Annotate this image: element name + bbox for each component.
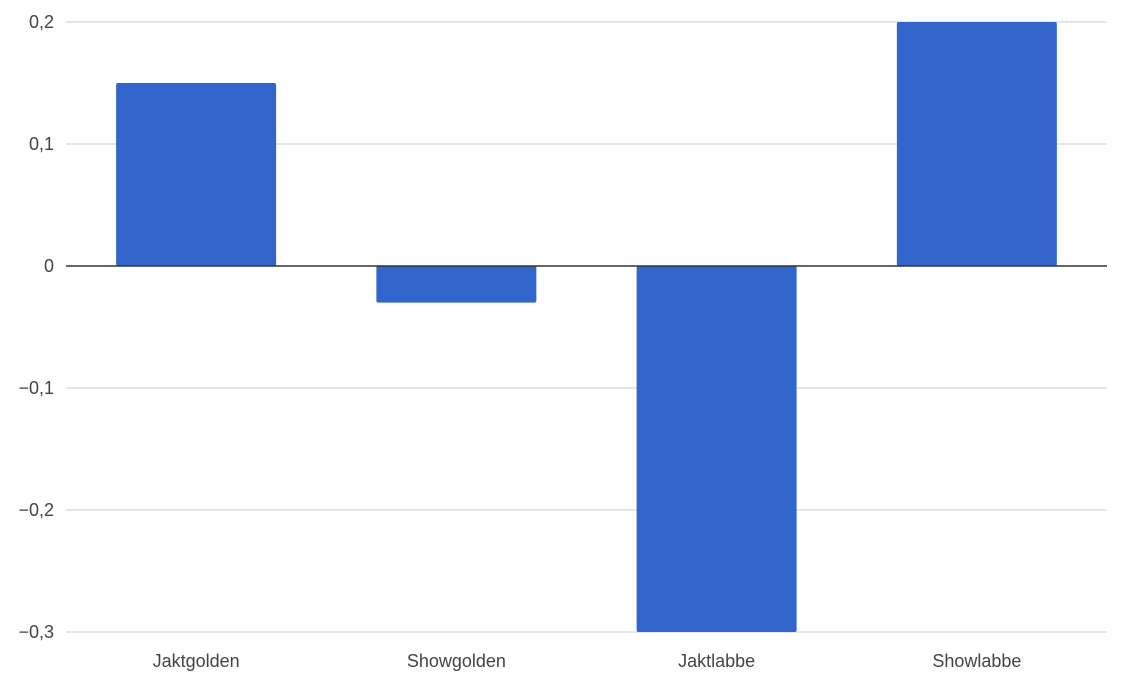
y-tick-label: 0,1 (29, 134, 54, 154)
y-tick-label: −0,3 (18, 622, 54, 642)
bar-jaktgolden[interactable] (116, 83, 277, 266)
x-axis-categories: Jaktgolden Showgolden Jaktlabbe Showlabbe (153, 651, 1022, 671)
y-tick-label: 0 (44, 256, 54, 276)
x-category-label: Jaktlabbe (678, 651, 755, 671)
x-category-label: Showlabbe (932, 651, 1021, 671)
y-axis-ticks: 0,2 0,1 0 −0,1 −0,2 −0,3 (18, 12, 54, 642)
y-tick-label: 0,2 (29, 12, 54, 32)
y-tick-label: −0,1 (18, 378, 54, 398)
x-category-label: Showgolden (407, 651, 506, 671)
x-category-label: Jaktgolden (153, 651, 240, 671)
bar-jaktlabbe[interactable] (636, 266, 797, 632)
bars (116, 22, 1057, 632)
bar-showgolden[interactable] (376, 266, 537, 303)
bar-showlabbe[interactable] (896, 22, 1057, 266)
y-tick-label: −0,2 (18, 500, 54, 520)
